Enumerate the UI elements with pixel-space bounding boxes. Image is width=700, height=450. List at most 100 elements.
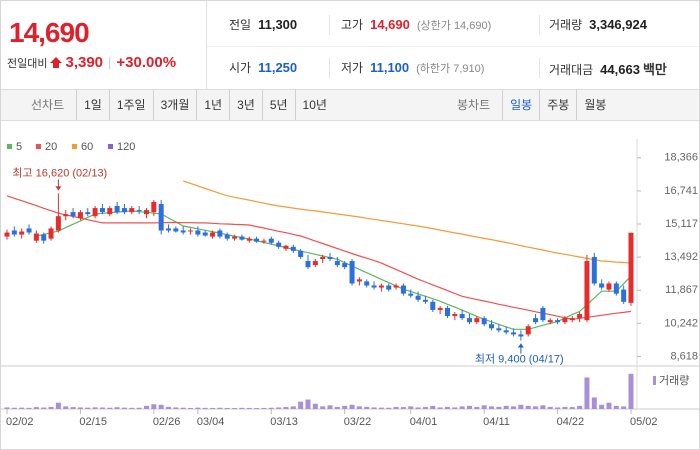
candle-body xyxy=(217,230,223,237)
candle-body xyxy=(4,232,10,237)
candle-tab[interactable]: 월봉 xyxy=(576,90,613,120)
candle-body xyxy=(621,289,627,302)
volume-bar xyxy=(327,405,333,409)
volume-bar xyxy=(19,407,25,409)
tab-group-label: 봉차트 xyxy=(457,98,491,112)
y-tick-label: 18,366 xyxy=(664,152,698,164)
volume-bar xyxy=(254,408,260,409)
candle-body xyxy=(283,245,289,249)
stat: 저가 11,100 (하한가 7,910) xyxy=(341,59,484,76)
volume-bar xyxy=(320,406,326,409)
volume-bar xyxy=(290,406,296,409)
period-tab[interactable]: 1일 xyxy=(76,90,109,120)
volume-bar xyxy=(268,407,274,409)
candle-body xyxy=(569,318,575,321)
candle-body xyxy=(378,285,384,288)
period-tab[interactable]: 3년 xyxy=(229,90,262,120)
volume-bar xyxy=(41,407,47,409)
period-tab[interactable]: 10년 xyxy=(294,90,334,120)
candle-body xyxy=(224,234,230,239)
stat-value: 11,100 xyxy=(370,60,410,75)
candle-body xyxy=(55,216,61,231)
volume-bar xyxy=(202,407,208,409)
volume-bar xyxy=(305,399,311,409)
stat-value: 44,663 xyxy=(600,62,640,77)
stat: 거래량 3,346,924 xyxy=(549,16,647,33)
candle-body xyxy=(628,232,634,303)
volume-bar xyxy=(606,402,612,409)
volume-bar xyxy=(577,405,583,409)
y-tick-label: 11,867 xyxy=(665,284,698,296)
volume-bar xyxy=(151,404,157,409)
stat-label: 고가 xyxy=(341,18,364,32)
period-tab[interactable]: 5년 xyxy=(261,90,295,120)
candle-body xyxy=(452,314,458,317)
candle-body xyxy=(26,228,32,233)
volume-bar xyxy=(173,407,179,409)
x-tick-label: 02/02 xyxy=(6,416,34,428)
x-tick-label: 05/02 xyxy=(630,416,658,428)
quote-panel: 14,690 전일대비 3,390 | +30.00% xyxy=(1,1,207,89)
candle-tab[interactable]: 일봉 xyxy=(502,90,539,120)
col-divider xyxy=(539,58,540,78)
candle-body xyxy=(121,208,127,213)
stat-unit: 백만 xyxy=(642,62,667,77)
candle-body xyxy=(114,206,120,213)
candle-body xyxy=(11,230,17,235)
volume-bar xyxy=(232,408,238,409)
volume-bar xyxy=(276,407,282,409)
candle-body xyxy=(63,214,69,217)
x-tick-label: 02/26 xyxy=(153,416,181,428)
col-divider xyxy=(329,58,330,78)
volume-bar xyxy=(356,406,362,409)
candle-body xyxy=(511,332,517,335)
candle-body xyxy=(525,326,531,335)
candle-body xyxy=(613,283,619,294)
volume-label: 거래량 xyxy=(659,374,689,387)
candle-body xyxy=(41,234,47,241)
volume-bar xyxy=(408,406,414,409)
period-tab[interactable]: 1년 xyxy=(196,90,229,120)
y-tick-label: 15,117 xyxy=(665,218,698,230)
candle-tab[interactable]: 주봉 xyxy=(539,90,576,120)
x-tick-label: 03/04 xyxy=(197,416,225,428)
x-tick-label: 03/13 xyxy=(270,416,298,428)
change-percent: +30.00% xyxy=(116,54,177,71)
candle-body xyxy=(320,256,326,260)
stat-label: 거래대금 xyxy=(549,63,594,77)
candle-body xyxy=(85,212,91,215)
volume-bar xyxy=(261,407,267,409)
volume-bar xyxy=(4,407,10,409)
volume-bar xyxy=(621,406,627,409)
candle-body xyxy=(166,228,172,231)
candle-body xyxy=(408,293,414,296)
y-tick-label: 10,242 xyxy=(664,317,698,329)
candle-body xyxy=(503,330,509,333)
period-tab[interactable]: 1주일 xyxy=(108,90,153,120)
volume-bar xyxy=(188,407,194,409)
volume-bar xyxy=(496,406,502,409)
candle-body xyxy=(422,299,428,302)
price: 14,690 xyxy=(9,17,90,48)
candle-body xyxy=(107,208,113,215)
x-tick-label: 04/01 xyxy=(410,416,438,428)
candle-body xyxy=(562,318,568,323)
stat: 시가 11,250 xyxy=(229,59,297,76)
candle-body xyxy=(540,307,546,321)
candle-body xyxy=(555,320,561,323)
period-tab[interactable]: 3개월 xyxy=(152,90,197,120)
volume-bar xyxy=(489,406,495,409)
stat-note: (상한가 14,690) xyxy=(416,20,492,32)
x-tick-label: 04/22 xyxy=(557,416,585,428)
volume-bar xyxy=(239,407,245,409)
candle-body xyxy=(444,307,450,317)
volume-bar xyxy=(628,373,634,409)
candle-body xyxy=(466,318,472,323)
volume-bar xyxy=(129,407,135,409)
candle-body xyxy=(180,230,186,233)
stat-note: (하한가 7,910) xyxy=(416,63,485,75)
annotation: 최고 16,620 (02/13) xyxy=(12,166,107,179)
volume-bar xyxy=(415,407,421,409)
change-label: 전일대비 xyxy=(7,57,48,70)
